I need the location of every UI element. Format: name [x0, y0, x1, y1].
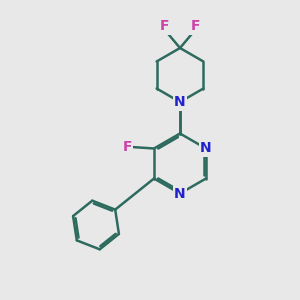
Text: F: F: [190, 19, 200, 33]
Text: N: N: [174, 187, 186, 200]
Text: F: F: [160, 19, 169, 33]
Text: N: N: [174, 95, 186, 109]
Text: N: N: [200, 142, 212, 155]
Text: F: F: [122, 140, 132, 154]
